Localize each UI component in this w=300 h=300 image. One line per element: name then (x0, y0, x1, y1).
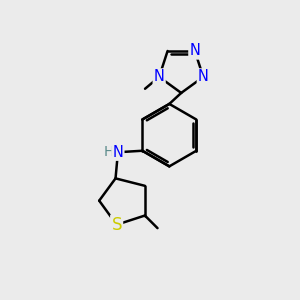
Text: N: N (198, 69, 209, 84)
Text: N: N (154, 69, 165, 84)
Text: H: H (103, 145, 114, 159)
Text: N: N (189, 44, 200, 59)
Text: S: S (111, 216, 122, 234)
Text: N: N (112, 145, 123, 160)
